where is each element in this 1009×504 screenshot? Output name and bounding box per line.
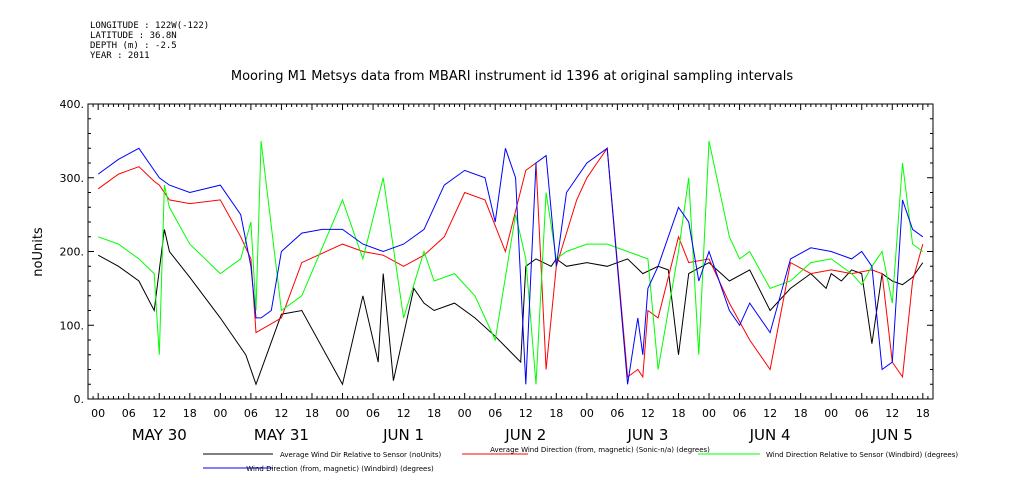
x-tick-label: 12 xyxy=(763,407,777,420)
legend-label-1: Average Wind Dir Relative to Sensor (noU… xyxy=(280,451,441,459)
x-tick-label: 00 xyxy=(580,407,594,420)
x-tick-label: 06 xyxy=(366,407,380,420)
x-tick-label: 12 xyxy=(885,407,899,420)
x-tick-label: 06 xyxy=(122,407,136,420)
x-day-label: JUN 4 xyxy=(749,426,791,444)
x-tick-label: 00 xyxy=(213,407,227,420)
y-tick-label: 0. xyxy=(74,393,85,406)
x-tick-label: 00 xyxy=(336,407,350,420)
x-tick-label: 18 xyxy=(427,407,441,420)
series-line-4 xyxy=(97,147,924,385)
meta-year: YEAR : 2011 xyxy=(90,51,150,61)
x-tick-label: 12 xyxy=(519,407,533,420)
meta-latitude: LATITUDE : 36.8N xyxy=(90,31,177,41)
x-tick-label: 06 xyxy=(733,407,747,420)
plot-frame xyxy=(87,103,934,400)
y-axis-label: noUnits xyxy=(31,227,46,277)
x-tick-label: 06 xyxy=(488,407,502,420)
x-tick-label: 06 xyxy=(610,407,624,420)
x-tick-label: 18 xyxy=(305,407,319,420)
y-tick-label: 300. xyxy=(60,172,85,185)
x-tick-label: 00 xyxy=(91,407,105,420)
x-tick-label: 00 xyxy=(824,407,838,420)
x-day-label: JUN 2 xyxy=(504,426,546,444)
x-day-label: JUN 3 xyxy=(626,426,668,444)
x-tick-label: 06 xyxy=(855,407,869,420)
x-day-label: JUN 1 xyxy=(382,426,424,444)
legend-label-3: Wind Direction Relative to Sensor (Windb… xyxy=(766,451,958,459)
y-tick-label: 100. xyxy=(60,319,85,332)
series-line-2 xyxy=(97,146,924,379)
axes: 0. 100. 200. 300. 400. 00 06 12 18 00 06 12 18 00 06 12… xyxy=(60,98,934,444)
x-tick-label: 12 xyxy=(641,407,655,420)
series-line-1 xyxy=(97,229,924,386)
x-day-label: MAY 30 xyxy=(132,426,187,444)
chart-title: Mooring M1 Metsys data from MBARI instru… xyxy=(231,69,793,84)
y-tick-label: 400. xyxy=(60,98,85,111)
series-line-3 xyxy=(98,140,924,385)
legend-label-4: Wind Direction (from, magnetic) (Windbir… xyxy=(246,465,434,473)
x-tick-label: 18 xyxy=(671,407,685,420)
series-lines xyxy=(97,140,924,386)
x-tick-label: 00 xyxy=(458,407,472,420)
x-tick-label: 12 xyxy=(274,407,288,420)
y-tick-label: 200. xyxy=(60,246,85,259)
x-tick-label: 00 xyxy=(702,407,716,420)
x-tick-label: 12 xyxy=(397,407,411,420)
x-tick-label: 18 xyxy=(794,407,808,420)
x-tick-label: 06 xyxy=(244,407,258,420)
x-tick-label: 12 xyxy=(152,407,166,420)
meta-longitude: LONGITUDE : 122W(-122) xyxy=(90,21,210,31)
x-tick-label: 18 xyxy=(549,407,563,420)
legend-label-2: Average Wind Direction (from, magnetic) … xyxy=(490,446,710,454)
x-tick-label: 18 xyxy=(183,407,197,420)
meta-depth: DEPTH (m) : -2.5 xyxy=(90,41,177,51)
legend: Average Wind Dir Relative to Sensor (noU… xyxy=(203,446,958,473)
x-day-label: MAY 31 xyxy=(254,426,309,444)
x-day-label: JUN 5 xyxy=(871,426,913,444)
x-tick-label: 18 xyxy=(916,407,930,420)
